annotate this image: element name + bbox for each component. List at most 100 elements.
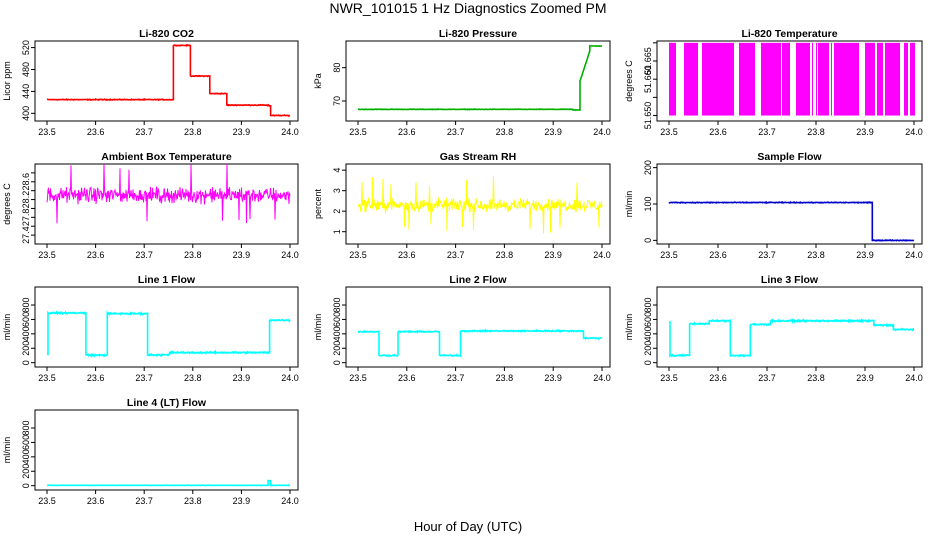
y-tick-label: 400 xyxy=(21,326,31,341)
y-axis-label: kPa xyxy=(313,73,323,89)
y-tick-label: 800 xyxy=(332,298,342,313)
y-tick-label: 28.6 xyxy=(21,173,31,191)
x-tick-label: 23.6 xyxy=(87,496,105,506)
data-bar xyxy=(831,42,832,116)
panel-title: Li-820 CO2 xyxy=(139,28,194,40)
x-tick-label: 23.9 xyxy=(544,127,562,137)
y-tick-label: 600 xyxy=(643,312,653,327)
figure-xlabel: Hour of Day (UTC) xyxy=(414,519,522,534)
data-bar xyxy=(818,42,819,116)
y-tick-label: 0 xyxy=(332,360,342,365)
x-tick-label: 23.5 xyxy=(660,127,678,137)
x-tick-label: 23.5 xyxy=(660,250,678,260)
data-bar xyxy=(877,42,882,116)
y-tick-label: 51.660 xyxy=(643,65,653,93)
x-tick-label: 24.0 xyxy=(905,250,923,260)
y-tick-label: 0 xyxy=(643,238,653,243)
x-tick-label: 23.6 xyxy=(398,373,416,383)
x-tick-label: 23.7 xyxy=(135,373,153,383)
data-bar xyxy=(853,42,858,116)
data-bar xyxy=(816,42,817,116)
y-tick-label: 600 xyxy=(21,312,31,327)
y-tick-label: 480 xyxy=(21,62,31,77)
data-bar xyxy=(748,42,750,116)
data-line xyxy=(46,43,290,118)
data-bar xyxy=(769,42,773,116)
y-tick-label: 400 xyxy=(643,326,653,341)
x-tick-label: 23.6 xyxy=(87,373,105,383)
x-tick-label: 24.0 xyxy=(905,127,923,137)
x-tick-label: 23.5 xyxy=(38,373,56,383)
data-bar xyxy=(707,42,713,116)
data-bar xyxy=(776,42,781,116)
y-axis-label: Licor ppm xyxy=(2,61,12,101)
data-bar xyxy=(773,42,776,116)
panel-title: Li-820 Pressure xyxy=(439,28,517,40)
y-tick-label: 0 xyxy=(21,483,31,488)
data-line xyxy=(46,479,291,487)
y-tick-label: 200 xyxy=(332,341,342,356)
y-tick-label: 200 xyxy=(643,341,653,356)
x-tick-label: 23.6 xyxy=(709,373,727,383)
x-tick-label: 23.5 xyxy=(38,250,56,260)
data-bar xyxy=(840,42,846,116)
y-tick-label: 51.665 xyxy=(643,47,653,75)
plot-frame xyxy=(34,163,299,245)
x-tick-label: 24.0 xyxy=(281,127,299,137)
data-bar xyxy=(669,42,674,116)
x-tick-label: 23.8 xyxy=(184,496,202,506)
data-bar xyxy=(889,42,894,116)
panel-title: Line 3 Flow xyxy=(761,274,819,286)
x-tick-label: 23.7 xyxy=(758,250,776,260)
data-bar xyxy=(761,42,765,116)
x-tick-label: 23.5 xyxy=(38,496,56,506)
y-axis-label: ml/min xyxy=(624,314,634,341)
x-tick-label: 23.7 xyxy=(758,127,776,137)
data-bar xyxy=(823,42,829,116)
data-bar xyxy=(882,42,883,116)
y-tick-label: 1 xyxy=(332,229,342,234)
x-tick-label: 23.7 xyxy=(135,250,153,260)
data-bar xyxy=(796,42,800,116)
y-axis-label: ml/min xyxy=(313,314,323,341)
x-tick-label: 23.8 xyxy=(807,127,825,137)
data-bar xyxy=(846,42,852,116)
plot-frame xyxy=(34,40,299,122)
data-bar xyxy=(894,42,900,116)
x-tick-label: 24.0 xyxy=(281,373,299,383)
y-tick-label: 28.2 xyxy=(21,191,31,209)
data-bar xyxy=(819,42,823,116)
x-tick-label: 23.9 xyxy=(544,373,562,383)
panel-2: Li-820 Temperature 23.5 23.6 23.7 23.8 23.9 24… xyxy=(624,28,923,137)
x-tick-label: 23.9 xyxy=(544,250,562,260)
data-bar xyxy=(852,42,853,116)
panels-group: Li-820 CO2 23.5 23.6 23.7 23.8 23.9 24.0 400 440… xyxy=(2,28,923,506)
series-3 xyxy=(46,164,291,224)
x-tick-label: 24.0 xyxy=(593,373,611,383)
panel-title: Gas Stream RH xyxy=(440,151,516,163)
y-tick-label: 200 xyxy=(21,341,31,356)
x-tick-label: 23.6 xyxy=(87,250,105,260)
panel-5: Sample Flow 23.5 23.6 23.7 23.8 23.9 24.0 0 100 2… xyxy=(624,151,923,260)
x-tick-label: 23.9 xyxy=(233,373,251,383)
series-6 xyxy=(46,310,291,359)
panel-title: Ambient Box Temperature xyxy=(101,151,232,163)
y-tick-label: 600 xyxy=(21,435,31,450)
x-tick-label: 23.8 xyxy=(807,250,825,260)
x-tick-label: 23.8 xyxy=(184,127,202,137)
data-bar xyxy=(695,42,698,116)
data-bar xyxy=(782,42,788,116)
data-bar xyxy=(808,42,810,116)
y-axis-label: ml/min xyxy=(2,314,12,341)
x-tick-label: 23.9 xyxy=(856,127,874,137)
y-tick-label: 440 xyxy=(21,84,31,99)
x-tick-label: 23.9 xyxy=(233,250,251,260)
data-line xyxy=(357,175,603,234)
data-bar xyxy=(834,42,835,116)
y-tick-label: 800 xyxy=(643,298,653,313)
data-bar xyxy=(702,42,707,116)
series-2 xyxy=(669,42,915,116)
y-tick-label: 0 xyxy=(643,360,653,365)
x-tick-label: 23.7 xyxy=(447,373,465,383)
data-bar xyxy=(746,42,748,116)
